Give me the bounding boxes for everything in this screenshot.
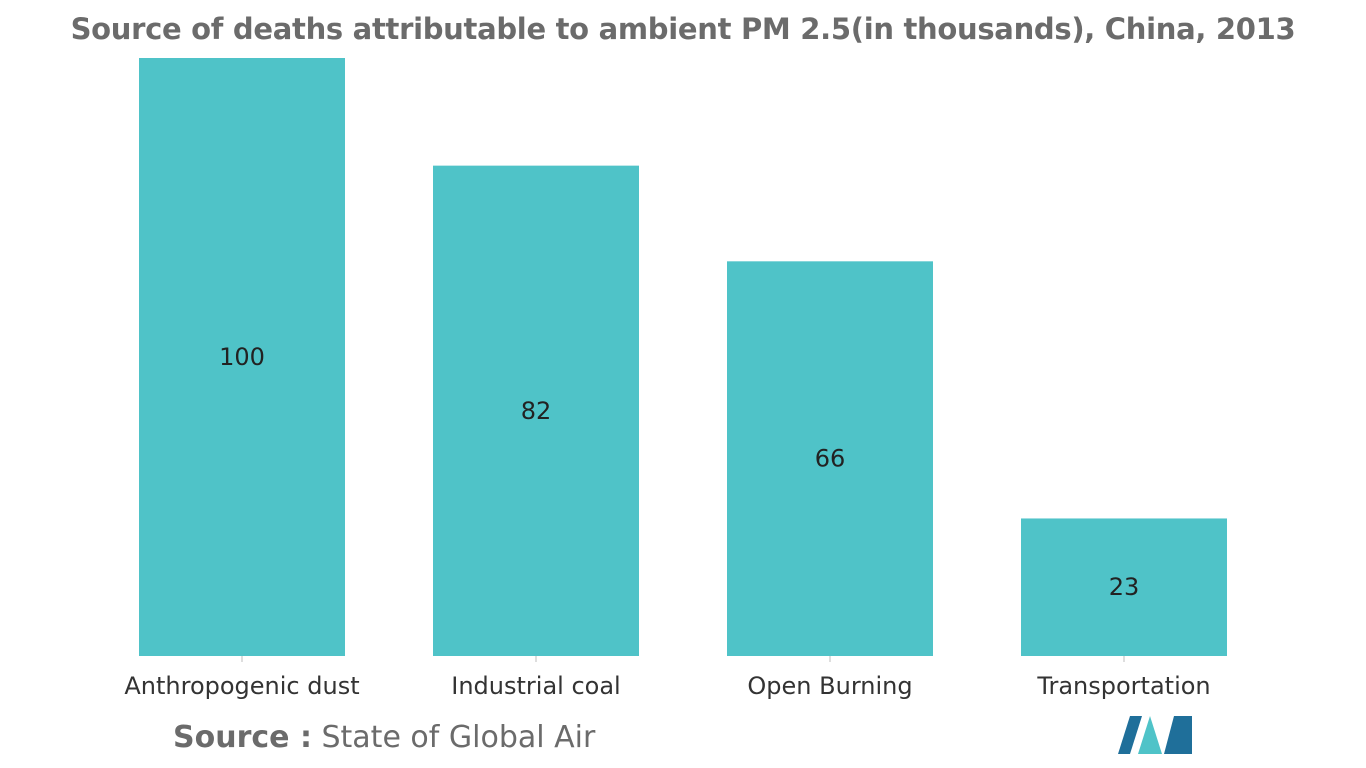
x-tick-label-industrial-coal: Industrial coal <box>451 672 620 700</box>
source-key: Source : <box>173 720 312 755</box>
bars-layer <box>139 58 1227 656</box>
x-axis-ticks-layer: Anthropogenic dust Industrial coal Open Bu… <box>124 656 1211 700</box>
x-tick-label-anthropogenic-dust: Anthropogenic dust <box>124 672 359 700</box>
logo-left-shape <box>1118 716 1142 754</box>
data-label-open-burning: 66 <box>815 445 846 473</box>
x-tick-label-transportation: Transportation <box>1036 672 1210 700</box>
source-value: State of Global Air <box>311 720 596 755</box>
data-labels-layer: 100 82 66 23 <box>219 343 1139 601</box>
logo-right-shape <box>1164 716 1192 754</box>
logo-mid-shape <box>1138 716 1162 754</box>
bar-anthropogenic-dust <box>139 58 345 656</box>
bar-open-burning <box>727 261 933 656</box>
data-label-transportation: 23 <box>1109 573 1140 601</box>
chart-title: Source of deaths attributable to ambient… <box>70 12 1296 46</box>
data-label-industrial-coal: 82 <box>521 397 552 425</box>
mordor-intelligence-logo-icon <box>1118 716 1192 754</box>
data-label-anthropogenic-dust: 100 <box>219 343 265 371</box>
bar-transportation <box>1021 518 1227 656</box>
x-tick-label-open-burning: Open Burning <box>747 672 912 700</box>
bar-industrial-coal <box>433 165 639 656</box>
source-note: Source : State of Global Air <box>173 720 595 755</box>
